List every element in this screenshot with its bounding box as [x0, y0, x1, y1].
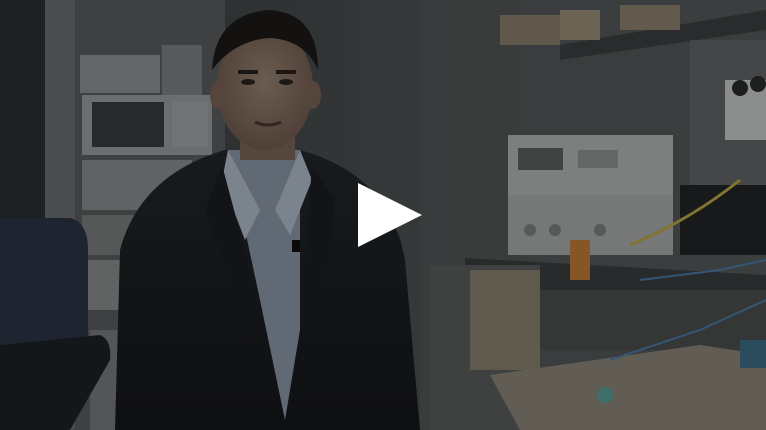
play-button[interactable] — [340, 175, 430, 255]
play-icon — [358, 183, 422, 247]
